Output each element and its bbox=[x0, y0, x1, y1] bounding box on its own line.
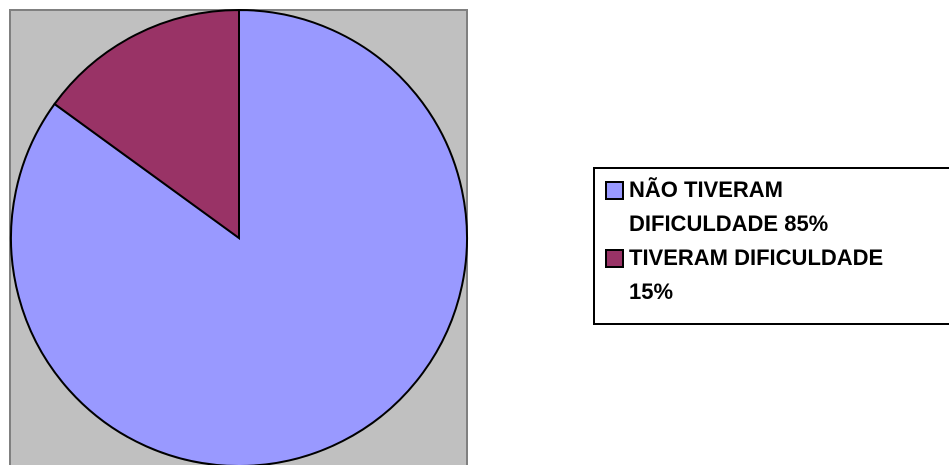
pie-slice bbox=[10, 8, 468, 465]
legend-label: NÃO TIVERAM DIFICULDADE 85% bbox=[629, 177, 829, 236]
legend: NÃO TIVERAM DIFICULDADE 85% TIVERAM DIFIC… bbox=[593, 167, 949, 325]
legend-label: TIVERAM DIFICULDADE 15% bbox=[629, 245, 884, 304]
pie bbox=[10, 8, 468, 465]
legend-entry: NÃO TIVERAM DIFICULDADE 85% bbox=[605, 173, 949, 241]
legend-swatch bbox=[605, 249, 624, 268]
legend-swatch bbox=[605, 181, 624, 200]
legend-entry: TIVERAM DIFICULDADE 15% bbox=[605, 241, 949, 309]
pie-slice bbox=[53, 8, 240, 240]
